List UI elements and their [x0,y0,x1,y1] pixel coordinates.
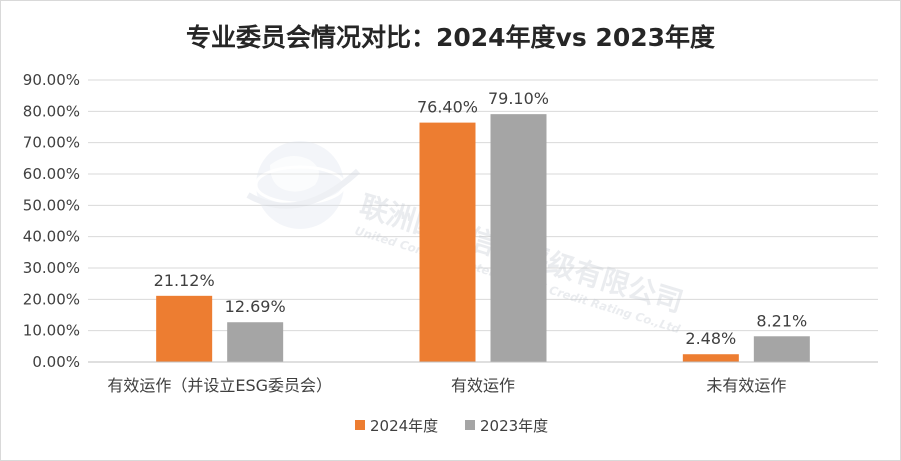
data-label: 8.21% [756,311,807,330]
chart-title: 专业委员会情况对比：2024年度vs 2023年度 [185,23,716,52]
legend-swatch [465,420,475,430]
bar [490,114,547,362]
legend-label: 2024年度 [370,417,438,435]
data-label: 2.48% [685,329,736,348]
bar [753,336,810,362]
y-tick-label: 10.00% [23,322,80,340]
globe-icon [256,141,344,229]
bar-series [156,114,810,362]
legend: 2024年度 2023年度 [355,417,548,435]
y-axis-ticks: 0.00% 10.00% 20.00% 30.00% 40.00% 50.00% 60.00… [23,71,80,371]
y-tick-label: 70.00% [23,134,80,152]
data-label: 76.40% [417,98,478,117]
x-category-label: 有效运作 [451,376,515,395]
y-tick-label: 60.00% [23,165,80,183]
y-tick-label: 90.00% [23,71,80,89]
data-label: 21.12% [154,271,215,290]
bar [227,322,284,362]
x-axis: 有效运作（并设立ESG委员会） 有效运作 未有效运作 [88,361,878,395]
y-tick-label: 0.00% [32,353,80,371]
data-label: 12.69% [225,297,286,316]
legend-label: 2023年度 [480,417,548,435]
data-label: 79.10% [488,89,549,108]
data-labels: 21.12% 12.69% 76.40% 79.10% 2.48% 8.21% [154,89,808,348]
bar [419,122,476,362]
bar [682,354,739,362]
x-category-label: 有效运作（并设立ESG委员会） [107,376,332,395]
gridlines [88,79,878,332]
y-tick-label: 50.00% [23,196,80,214]
bar [156,295,213,362]
y-tick-label: 30.00% [23,259,80,277]
legend-swatch [355,420,365,430]
y-tick-label: 40.00% [23,228,80,246]
y-tick-label: 80.00% [23,102,80,120]
y-tick-label: 20.00% [23,290,80,308]
x-category-label: 未有效运作 [706,376,786,395]
